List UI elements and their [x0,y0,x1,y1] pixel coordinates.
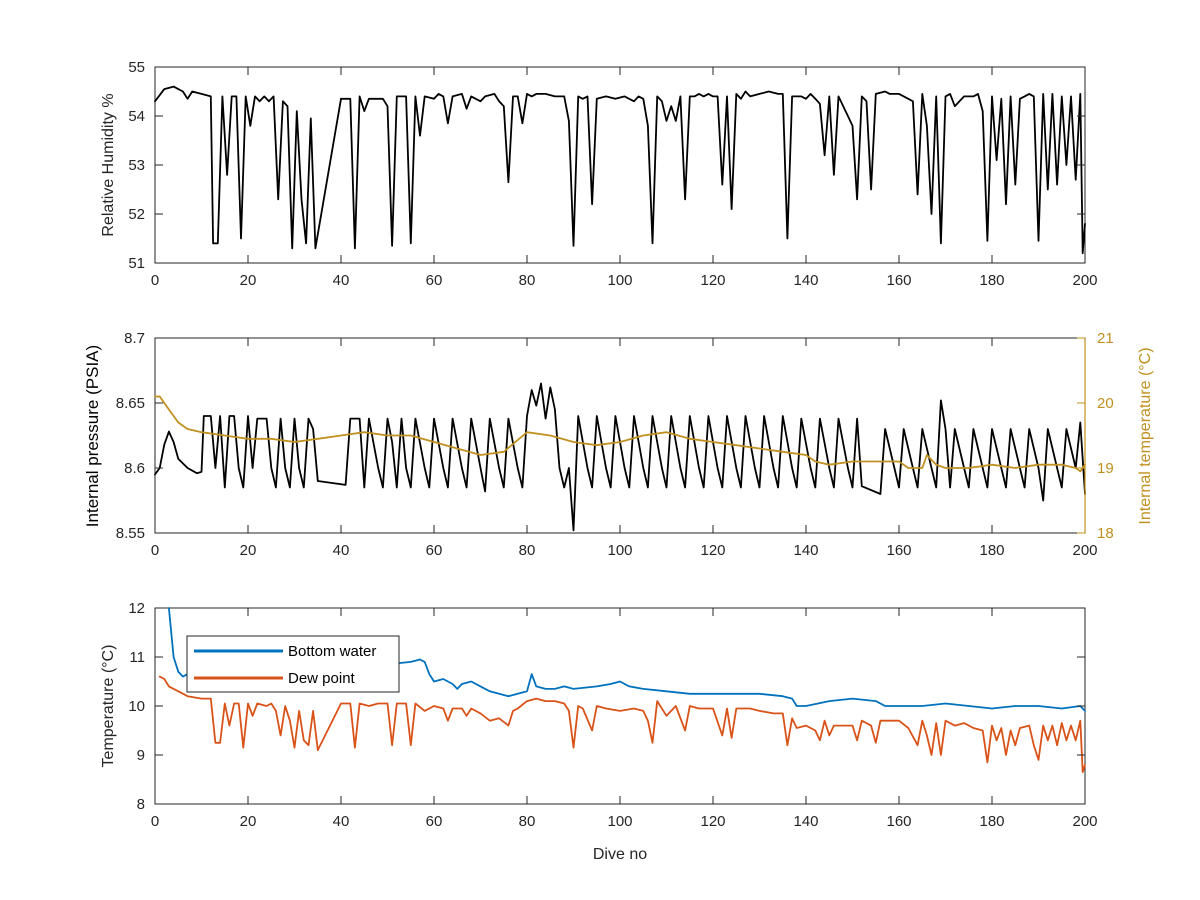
pressure-x-tick-label: 20 [240,542,257,559]
temperature-x-tick-label: 60 [426,813,443,830]
internal-temperature-y-tick-label: 20 [1097,395,1114,412]
humidity-x-tick-label: 140 [793,272,818,289]
humidity-y-tick-label: 55 [128,59,145,76]
pressure-x-tick-label: 100 [607,542,632,559]
humidity-x-tick-label: 40 [333,272,350,289]
temperature-x-tick-label: 120 [700,813,725,830]
pressure-panel: 0 20 40 60 80 100 120 140 160 180 200 8.558.68.658… [83,330,1154,559]
pressure-x-tick-label: 120 [700,542,725,559]
temperature-x-tick-label: 180 [979,813,1004,830]
temperature-x-tick-label: 20 [240,813,257,830]
humidity-y-tick-label: 52 [128,206,145,223]
pressure-x-tick-label: 40 [333,542,350,559]
humidity-y-tick-label: 53 [128,157,145,174]
temperature-y-tick-label: 12 [128,600,145,617]
pressure-x-tick-label: 80 [519,542,536,559]
temperature-y-tick-label: 11 [129,649,145,666]
humidity-x-tick-label: 160 [886,272,911,289]
pressure-x-tick-label: 0 [151,542,159,559]
internal-temperature-y-tick-label: 18 [1097,525,1114,542]
dew-point-series-line [158,675,1086,773]
internal-temperature-y-tick-label: 19 [1097,460,1114,477]
x-axis-label: Dive no [593,846,647,863]
internal-temperature-y-tick-label: 21 [1097,330,1114,347]
temperature-y-tick-label: 9 [137,747,145,764]
humidity-x-tick-label: 80 [519,272,536,289]
pressure-x-tick-label: 180 [979,542,1004,559]
humidity-y-tick-label: 54 [128,108,145,125]
legend-label-dew-point: Dew point [288,670,356,687]
temperature-x-tick-label: 100 [607,813,632,830]
pressure-y-tick-label: 8.6 [124,460,145,477]
pressure-y-ticks: 8.55 8.6 8.65 8.7 [116,330,163,542]
temperature-x-tick-label: 80 [519,813,536,830]
humidity-y-tick-label: 51 [128,255,145,272]
legend: Bottom water Dew point [186,635,400,693]
internal-temperature-series-line [154,395,1086,473]
temperature-x-tick-label: 140 [793,813,818,830]
temperature-y-tick-label: 8 [137,796,145,813]
pressure-x-tick-label: 160 [886,542,911,559]
internal-temperature-y-axis-label: Internal temperature (°C) [1137,347,1154,524]
temperature-y-tick-label: 10 [128,698,145,715]
humidity-panel: 0 20 40 60 80 100 120 140 160 180 200 51 52 53 54 55 R… [100,59,1098,289]
pressure-y-tick-label: 8.65 [116,395,145,412]
temperature-x-ticks: 0 20 40 60 80 100 120 140 160 180 200 [151,608,1098,830]
pressure-series-line [154,382,1086,532]
humidity-x-tick-label: 120 [700,272,725,289]
humidity-x-tick-label: 180 [979,272,1004,289]
humidity-x-tick-label: 100 [607,272,632,289]
pressure-x-ticks: 0 20 40 60 80 100 120 140 160 180 200 [151,338,1098,559]
humidity-x-tick-label: 60 [426,272,443,289]
pressure-y-tick-label: 8.7 [124,330,145,347]
temperature-x-tick-label: 200 [1072,813,1097,830]
humidity-x-tick-label: 200 [1072,272,1097,289]
humidity-y-ticks: 51 52 53 54 55 [128,59,1085,272]
temperature-y-axis-label: Temperature (°C) [100,645,117,768]
legend-box [186,635,400,693]
humidity-series-layer [154,85,1086,255]
pressure-y-axis-label: Internal pressure (PSIA) [83,345,102,527]
legend-label-bottom-water: Bottom water [288,643,376,660]
temperature-x-tick-label: 40 [333,813,350,830]
pressure-x-tick-label: 60 [426,542,443,559]
temperature-panel: 0 20 40 60 80 100 120 140 160 180 200 8 9 10 11 12 Tem… [100,600,1098,863]
pressure-series-layer [154,382,1086,532]
pressure-x-tick-label: 140 [793,542,818,559]
temperature-y-ticks: 8 9 10 11 12 [128,600,1085,813]
internal-temperature-y-ticks: 18 19 20 21 [1077,330,1114,542]
pressure-y-tick-label: 8.55 [116,525,145,542]
pressure-x-tick-label: 200 [1072,542,1097,559]
humidity-x-tick-label: 20 [240,272,257,289]
temperature-x-tick-label: 0 [151,813,159,830]
temperature-x-tick-label: 160 [886,813,911,830]
humidity-series-line [154,85,1086,255]
humidity-y-axis-label: Relative Humidity % [100,93,117,236]
humidity-x-tick-label: 0 [151,272,159,289]
humidity-x-ticks: 0 20 40 60 80 100 120 140 160 180 200 [151,67,1098,289]
